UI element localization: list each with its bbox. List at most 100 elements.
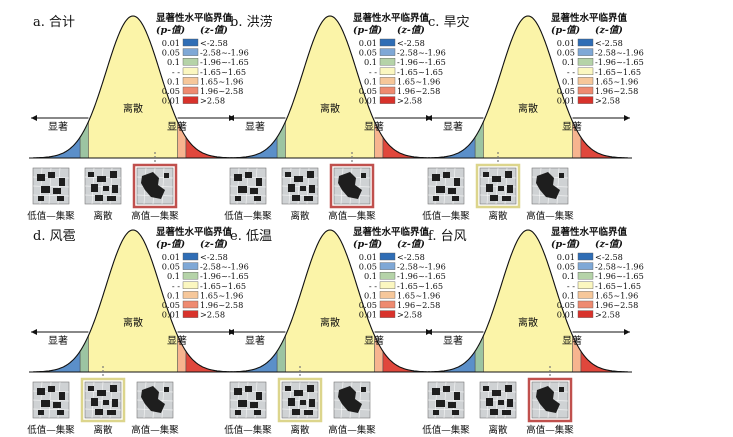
- significant-label-right: 显著: [364, 120, 384, 133]
- legend-p-value: 0.1: [364, 271, 377, 281]
- legend-swatch: [577, 252, 594, 261]
- thumbnail-patch: [41, 186, 50, 193]
- legend-p-value: 0.1: [167, 271, 180, 281]
- legend-z-range: 1.65~1.96: [200, 290, 243, 300]
- panel-title: d. 风雹: [33, 229, 76, 244]
- legend-z-range: -1.96~-1.65: [397, 57, 446, 67]
- significant-label-left: 显著: [443, 120, 463, 133]
- legend-title: 显著性水平临界值: [353, 12, 430, 24]
- legend-title-p: (p-值): [156, 24, 185, 36]
- thumbnail-cluster-patch: [338, 172, 362, 199]
- thumbnail-boundary: [556, 167, 560, 205]
- curve-tail-left-weak: [80, 336, 89, 372]
- thumbnail-patch: [234, 174, 242, 181]
- thumbnail-patch: [292, 409, 300, 415]
- legend-z-range: 1.96~2.58: [397, 300, 440, 310]
- significant-label-left: 显著: [48, 334, 68, 347]
- thumbnail-patch: [307, 171, 314, 178]
- legend-p-value: 0.1: [562, 76, 575, 86]
- significant-label-right: 显著: [562, 334, 582, 347]
- legend-z-range: 1.65~1.96: [397, 76, 440, 86]
- thumbnail-patch: [486, 398, 493, 406]
- thumbnail-patch: [48, 172, 55, 178]
- legend-swatch: [379, 300, 396, 309]
- thumbnail-patch: [361, 173, 366, 178]
- thumbnail-patch: [250, 402, 258, 408]
- thumbnail-highlight-frame: [277, 377, 323, 423]
- thumbnail-patch: [95, 195, 103, 201]
- curve-center-region: [483, 230, 573, 372]
- thumbnail-boundary: [358, 167, 362, 205]
- thumbnail-label: 离散: [488, 424, 508, 436]
- legend-p-value: - -: [172, 67, 180, 77]
- legend-p-value: 0.05: [557, 300, 575, 310]
- legend-p-value: 0.05: [557, 86, 575, 96]
- thumbnail-patch: [235, 410, 241, 415]
- legend-swatch: [182, 96, 199, 104]
- thumbnail-patch: [256, 178, 262, 186]
- legend-swatch: [379, 96, 396, 104]
- legend-swatch: [577, 262, 594, 270]
- thumbnail-boundary: [427, 194, 465, 197]
- thumbnail-cluster-patch: [338, 386, 362, 413]
- thumbnail-patch: [502, 196, 511, 201]
- legend-swatch: [182, 86, 199, 95]
- thumbnail-patch: [110, 385, 117, 392]
- legend-title: 显著性水平临界值: [156, 226, 233, 238]
- legend-z-range: -2.58~-1.96: [200, 48, 249, 58]
- thumbnail-label: 离散: [93, 424, 113, 436]
- legend-p-value: - -: [172, 281, 180, 291]
- thumbnail-patch: [294, 176, 303, 182]
- legend-z-range: <-2.58: [200, 38, 228, 48]
- legend-swatch: [379, 67, 396, 76]
- thumbnail-label: 低值—集聚: [27, 210, 75, 222]
- thumbnail-patch: [307, 385, 314, 392]
- legend-swatch: [182, 272, 199, 280]
- bell-curve-outline: [427, 229, 629, 373]
- thumbnail-patch: [57, 196, 64, 201]
- thumbnail-patch: [103, 400, 109, 405]
- legend-p-value: 0.01: [359, 38, 377, 48]
- legend-swatch: [577, 291, 594, 299]
- curve-center-region: [88, 16, 178, 158]
- legend-title: 显著性水平临界值: [156, 12, 233, 24]
- significant-label-left: 显著: [48, 120, 68, 133]
- thumbnail-patch: [41, 400, 50, 407]
- thumbnail-patch: [294, 390, 303, 396]
- thumbnail-patch: [164, 173, 169, 178]
- legend-z-range: -1.65~1.65: [595, 67, 641, 77]
- thumbnail-patch: [88, 386, 94, 391]
- legend-p-value: 0.01: [162, 310, 180, 320]
- thumbnail-patch: [432, 174, 440, 181]
- legend-p-value: - -: [369, 67, 377, 77]
- legend-p-value: 0.05: [557, 262, 575, 272]
- thumbnail-patch: [288, 184, 295, 192]
- legend-z-range: -1.96~-1.65: [595, 57, 644, 67]
- thumbnail-patch: [433, 410, 439, 415]
- curve-tail-right-weak: [374, 121, 383, 158]
- significant-label-right: 显著: [167, 120, 187, 133]
- legend-swatch: [379, 310, 396, 318]
- thumbnail-cluster-patch: [536, 386, 560, 413]
- thumbnail-patch: [97, 390, 106, 396]
- legend-z-range: 1.96~2.58: [397, 86, 440, 96]
- curve-tail-left-strong: [230, 351, 278, 372]
- right-arrow-head: [624, 115, 630, 121]
- legend-z-range: >2.58: [397, 96, 422, 106]
- thumbnail-boundary: [161, 167, 165, 205]
- legend-swatch: [182, 300, 199, 309]
- thumbnail-boundary: [229, 194, 267, 197]
- significant-label-right: 显著: [562, 120, 582, 133]
- thumbnail-patch: [38, 410, 44, 415]
- legend-z-range: >2.58: [595, 310, 620, 320]
- curve-tail-right-strong: [580, 137, 628, 158]
- thumbnail-patch: [59, 178, 65, 186]
- thumbnail-patch: [300, 400, 306, 405]
- legend-z-range: >2.58: [397, 310, 422, 320]
- bell-curve-outline: [229, 229, 431, 373]
- curve-tail-left-strong: [230, 137, 278, 158]
- thumbnail-boundary: [229, 399, 267, 402]
- thumbnail-patch: [112, 185, 118, 193]
- legend-z-range: -1.96~-1.65: [595, 271, 644, 281]
